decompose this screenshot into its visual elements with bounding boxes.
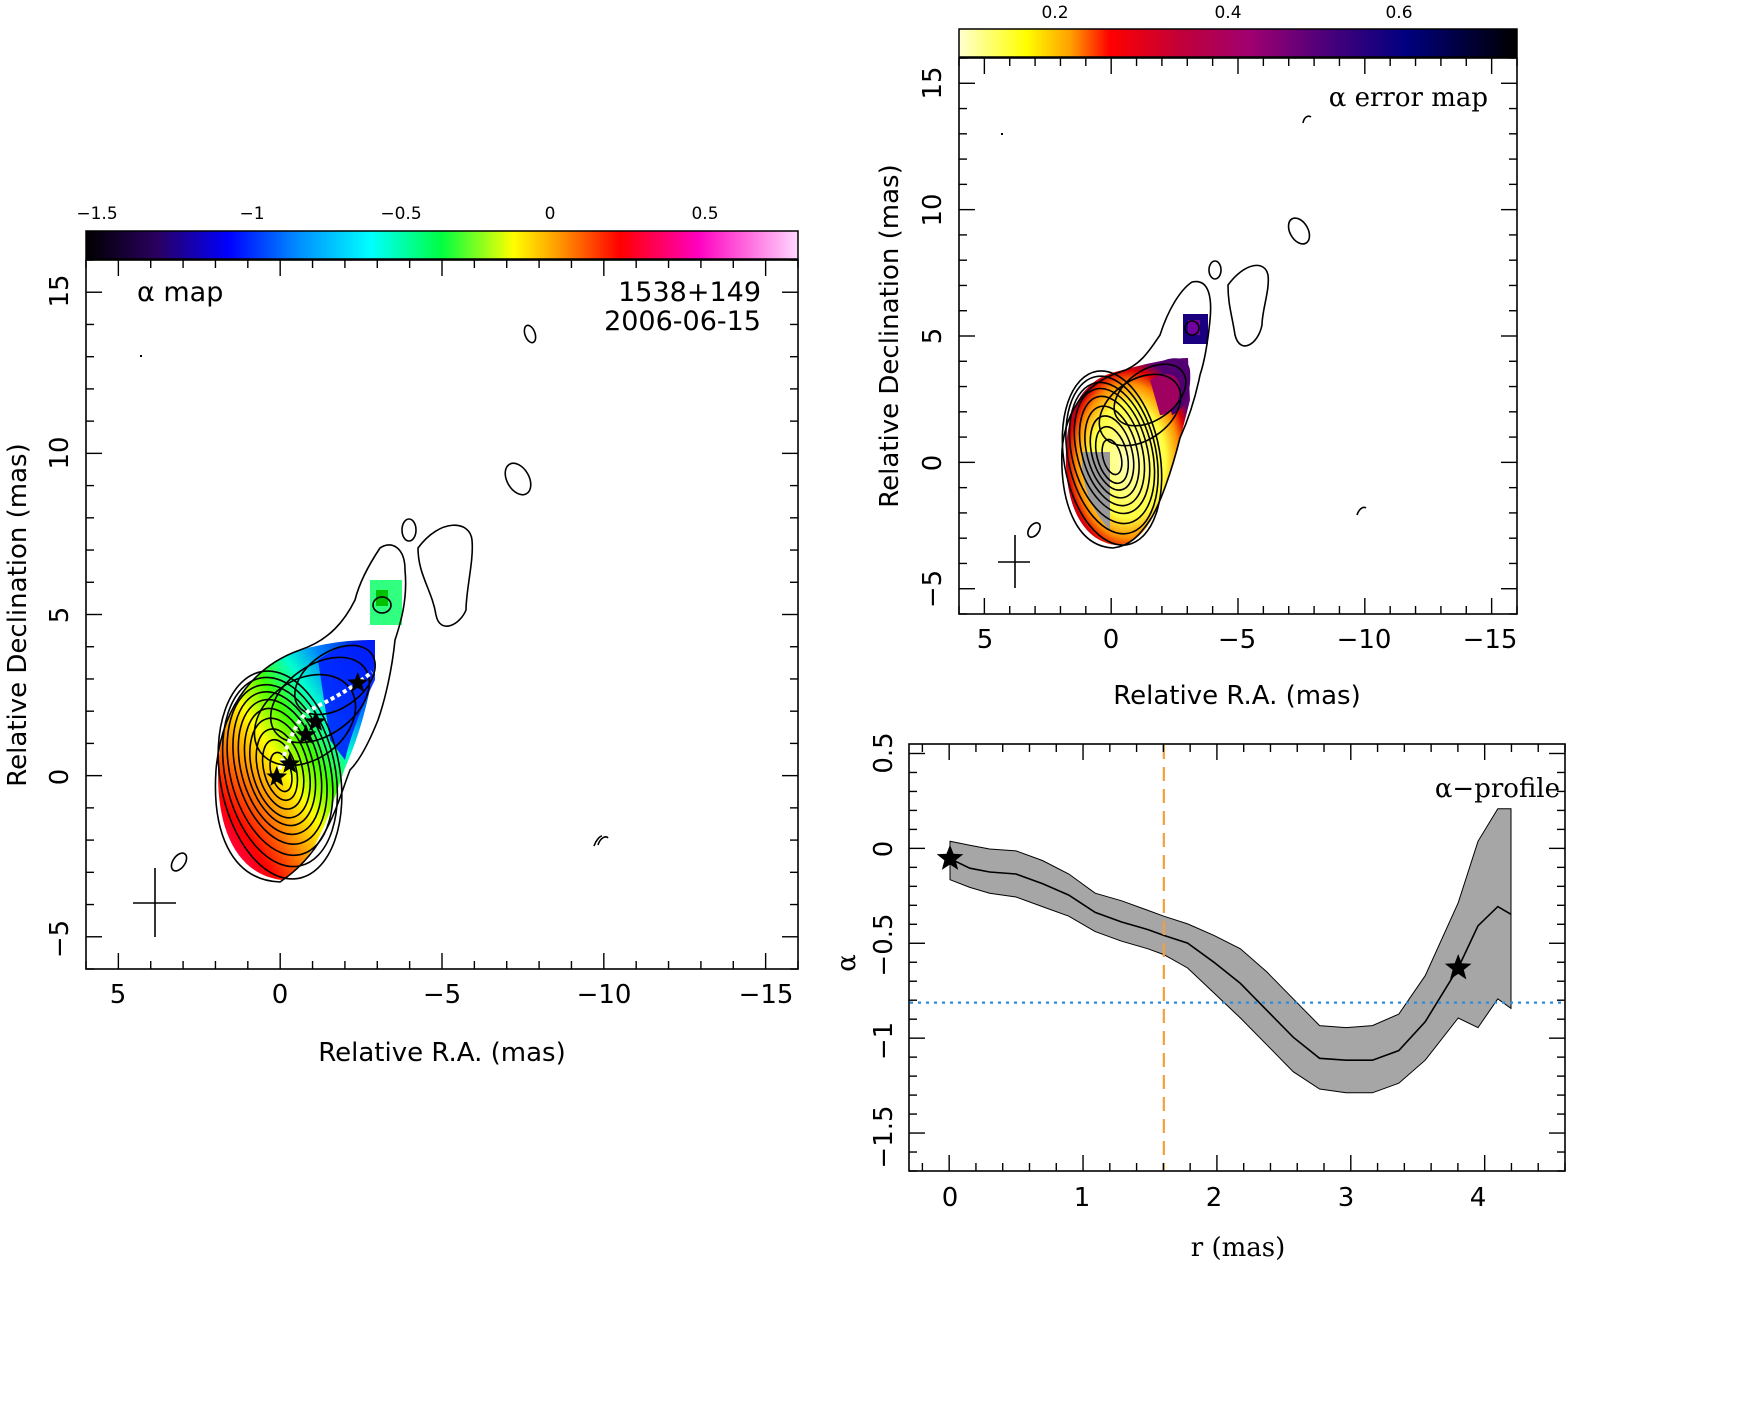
- alpha-colorbar-ticks: −1.5 −1 −0.5 0 0.5: [76, 204, 718, 224]
- alpha-map-yticklabels: 15 10 5 0 −5: [45, 274, 75, 958]
- alpha-map-star-2: [295, 723, 317, 744]
- alpha-map-star-3: [305, 710, 327, 731]
- alpha-cb-tick-1: −1: [239, 204, 264, 224]
- alpha-x-tick-0: 5: [110, 980, 127, 1010]
- alpha-y-tick-1: 10: [45, 436, 75, 469]
- alpha-x-tick-2: −5: [423, 980, 461, 1010]
- error-map-core-rings: [1061, 363, 1187, 546]
- error-x-tick-4: −15: [1463, 625, 1518, 655]
- profile-star-0: [936, 844, 964, 870]
- alpha-map-title: α map: [137, 277, 223, 308]
- alpha-colorbar: [85, 230, 799, 260]
- alpha-x-tick-3: −10: [577, 980, 632, 1010]
- error-y-tick-4: −5: [918, 570, 948, 608]
- error-map-beam-marker: [998, 535, 1030, 588]
- error-y-tick-0: 15: [918, 66, 948, 99]
- profile-error-band: [949, 808, 1512, 1094]
- alpha-map-beam-marker: [133, 868, 176, 937]
- alpha-y-tick-0: 15: [45, 274, 75, 307]
- error-map-yticklabels: 15 10 5 0 −5: [918, 66, 948, 608]
- error-cb-tick-2: 0.6: [1385, 3, 1412, 23]
- error-y-tick-2: 5: [918, 328, 948, 345]
- alpha-x-tick-1: 0: [272, 980, 289, 1010]
- alpha-map-contours: [170, 324, 609, 883]
- profile-y-tick-0: 0.5: [869, 732, 899, 773]
- error-map-frame: [958, 57, 1518, 615]
- error-map-xlabel: Relative R.A. (mas): [1113, 681, 1360, 711]
- profile-line: [949, 857, 1512, 1061]
- profile-title: α−profile: [1435, 774, 1560, 804]
- alpha-cb-tick-3: 0: [545, 204, 556, 224]
- profile-plot-area: [910, 745, 1564, 1170]
- profile-y-tick-3: −1: [869, 1022, 899, 1060]
- alpha-y-tick-2: 5: [45, 607, 75, 624]
- alpha-map-ylabel: Relative Declination (mas): [3, 443, 33, 786]
- error-y-tick-1: 10: [918, 193, 948, 226]
- alpha-y-tick-3: 0: [45, 769, 75, 786]
- profile-frame: [908, 743, 1566, 1172]
- alpha-map-xlabel: Relative R.A. (mas): [318, 1038, 565, 1068]
- error-y-tick-3: 0: [918, 455, 948, 472]
- error-map-ticks: [958, 57, 1518, 615]
- profile-star-1: [1444, 954, 1472, 980]
- profile-ticks: [909, 744, 1566, 1172]
- profile-x-tick-0: 0: [942, 1183, 959, 1213]
- error-cb-tick-0: 0.2: [1041, 3, 1068, 23]
- profile-xticklabels: 0 1 2 3 4: [942, 1183, 1487, 1213]
- profile-y-tick-1: 0: [869, 841, 899, 858]
- alpha-map-panel: −1.5 −1 −0.5 0 0.5: [3, 204, 799, 1068]
- alpha-map-star-4: [347, 672, 369, 692]
- alpha-y-tick-4: −5: [45, 920, 75, 958]
- error-x-tick-1: 0: [1103, 625, 1120, 655]
- alpha-x-tick-4: −15: [739, 980, 794, 1010]
- alpha-cb-tick-4: 0.5: [691, 204, 718, 224]
- profile-ylabel: α: [832, 954, 862, 972]
- error-map-contours: [1027, 115, 1367, 549]
- error-map-xticklabels: 5 0 −5 −10 −15: [977, 625, 1518, 655]
- profile-yticklabels: 0.5 0 −0.5 −1 −1.5: [869, 732, 899, 1168]
- alpha-map-core-rings: [217, 644, 377, 880]
- error-x-tick-2: −5: [1218, 625, 1256, 655]
- error-x-tick-0: 5: [977, 625, 994, 655]
- profile-y-tick-4: −1.5: [869, 1105, 899, 1168]
- profile-x-tick-2: 2: [1206, 1183, 1223, 1213]
- alpha-map-ticks: [85, 259, 799, 970]
- profile-x-tick-4: 4: [1470, 1183, 1487, 1213]
- error-x-tick-3: −10: [1337, 625, 1392, 655]
- alpha-map-star-1: [279, 753, 301, 773]
- profile-xlabel: r (mas): [1191, 1233, 1285, 1263]
- alpha-map-star-0: [266, 766, 288, 786]
- error-cb-tick-1: 0.4: [1214, 3, 1241, 23]
- error-colorbar-ticks: 0.2 0.4 0.6: [1041, 3, 1412, 23]
- error-map-title: α error map: [1329, 83, 1488, 113]
- profile-y-tick-2: −0.5: [869, 913, 899, 976]
- alpha-cb-tick-2: −0.5: [380, 204, 421, 224]
- profile-panel: 0 1 2 3 4 0.5 0 −0.5 −1 −1.5 r (mas) α α…: [832, 732, 1566, 1263]
- alpha-map-xticklabels: 5 0 −5 −10 −15: [110, 980, 794, 1010]
- error-map-ylabel: Relative Declination (mas): [875, 164, 905, 507]
- alpha-map-stars: [266, 672, 369, 786]
- alpha-map-frame: [85, 259, 799, 970]
- profile-x-tick-3: 3: [1338, 1183, 1355, 1213]
- error-colorbar: [958, 28, 1518, 58]
- alpha-cb-tick-0: −1.5: [76, 204, 117, 224]
- alpha-map-ridgeline: [276, 670, 374, 777]
- profile-x-tick-1: 1: [1074, 1183, 1091, 1213]
- alpha-map-source: 1538+149: [618, 277, 761, 308]
- alpha-map-date: 2006-06-15: [604, 306, 761, 337]
- error-map-panel: 0.2 0.4 0.6: [875, 3, 1518, 711]
